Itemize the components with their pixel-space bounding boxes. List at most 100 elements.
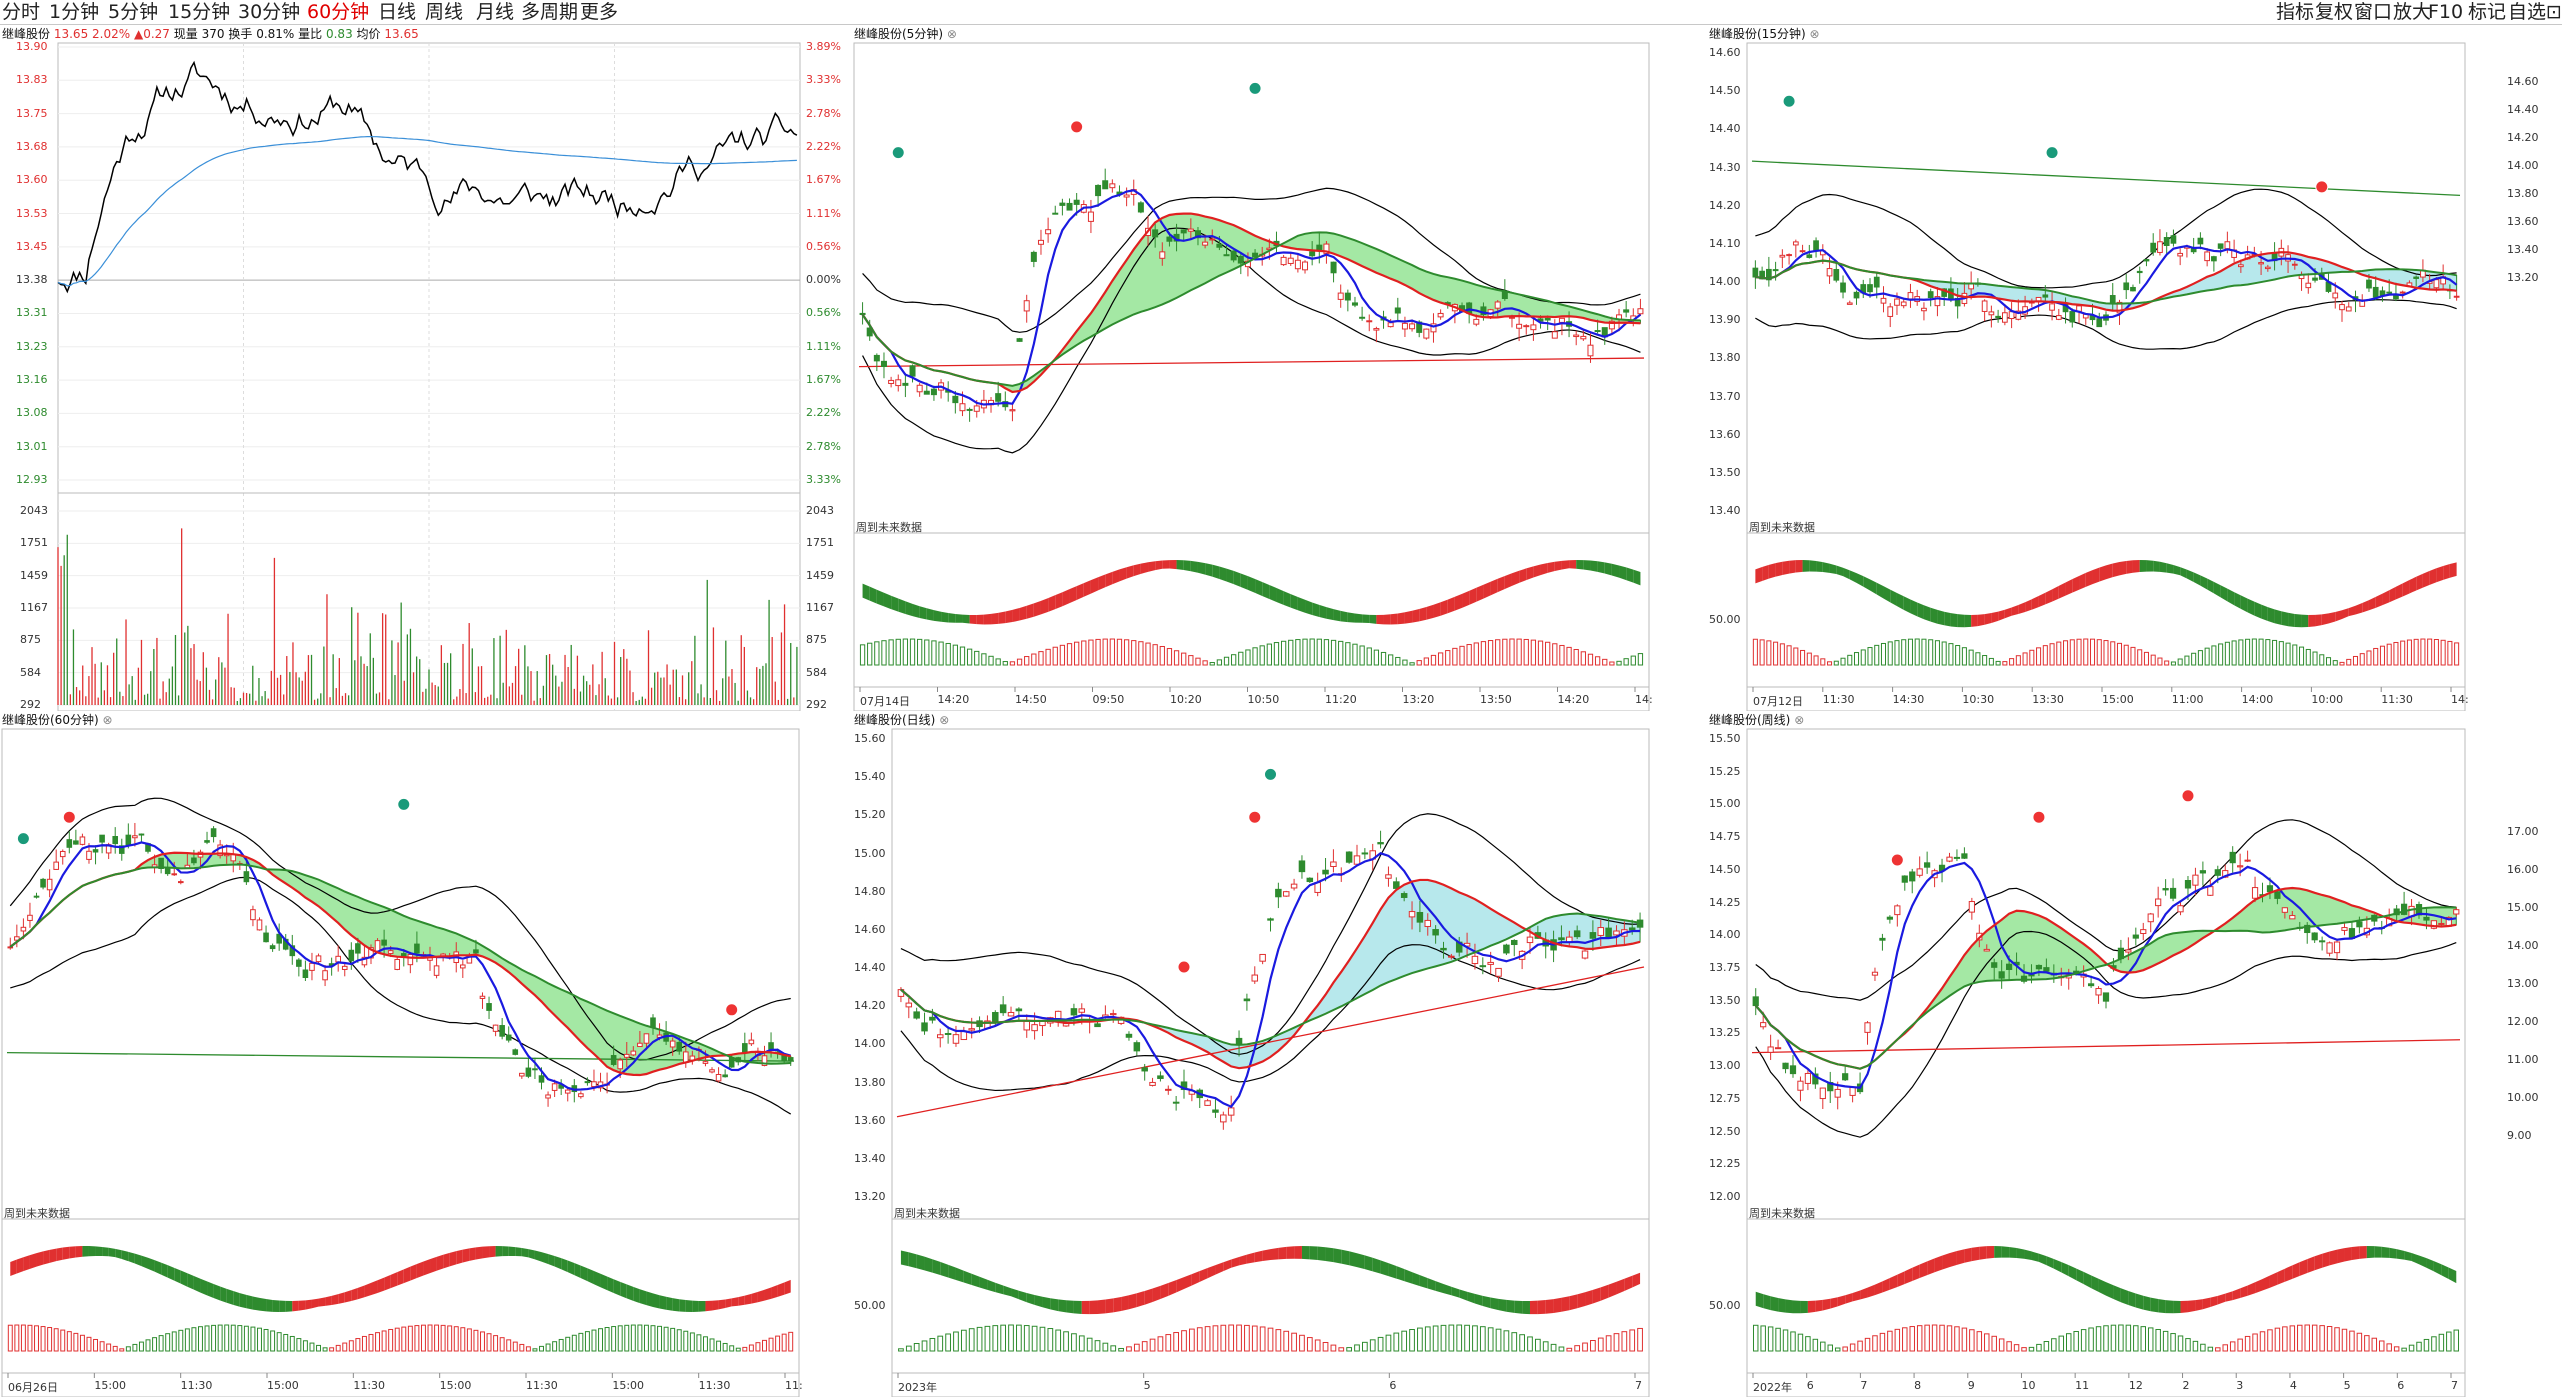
intraday-chart-panel[interactable]: 继峰股份 13.65 2.02% ▲0.27 现量 370 换手 0.81% 量…	[0, 25, 852, 711]
oscillator-ribbon	[1529, 1300, 1538, 1315]
histogram-bar	[1542, 1341, 1549, 1352]
histogram-bar	[1849, 1343, 1856, 1352]
toolbar-button[interactable]: 标记	[2468, 1, 2507, 23]
oscillator-ribbon	[1802, 560, 1810, 572]
histogram-bar	[106, 1343, 112, 1352]
histogram-bar	[1630, 655, 1636, 666]
close-icon[interactable]: ⊗	[1805, 27, 1820, 41]
candle	[1393, 881, 1400, 889]
oscillator-ribbon	[1547, 561, 1555, 573]
oscillator-ribbon	[377, 1277, 385, 1293]
histogram-bar	[1550, 1343, 1557, 1352]
close-icon[interactable]: ⊗	[1790, 713, 1805, 727]
right-price-axis: 14.60 14.40 14.20 14.00 13.80 13.60 13.40 13.20…	[2505, 25, 2562, 1397]
candle	[2177, 905, 2184, 913]
candle	[1309, 251, 1316, 257]
histogram-bar	[1181, 652, 1187, 666]
oscillator-ribbon	[1876, 582, 1884, 599]
toolbar-button[interactable]: 自选	[2508, 1, 2547, 23]
period-tab[interactable]: 15分钟	[168, 1, 231, 23]
price-tick: 13.40	[1709, 504, 1741, 517]
candle	[132, 835, 138, 839]
histogram-bar	[1602, 658, 1608, 666]
candle	[973, 405, 980, 412]
period-tab[interactable]: 分时	[2, 1, 41, 23]
close-icon[interactable]: ⊗	[98, 713, 113, 727]
oscillator-ribbon	[2079, 572, 2086, 590]
candle	[479, 995, 486, 999]
kline-panel-5min[interactable]: 继峰股份(5分钟) ⊗ 周到未来数据 07月14日 14:20 14:50 09:50 10…	[852, 25, 1653, 711]
candle	[1437, 312, 1444, 318]
histogram-bar	[1074, 641, 1080, 666]
oscillator-ribbon	[2433, 1261, 2442, 1276]
right-axis-tick: 13.80	[2507, 187, 2539, 200]
candle	[1440, 947, 1447, 951]
candle	[545, 1094, 551, 1099]
histogram-bar	[663, 1326, 669, 1352]
histogram-bar	[506, 1339, 512, 1352]
toolbar-button[interactable]: 放大	[2393, 1, 2432, 23]
histogram-bar	[2177, 658, 2183, 666]
period-tab[interactable]: 5分钟	[108, 1, 159, 23]
candle	[2423, 916, 2430, 921]
oscillator-ribbon	[955, 1267, 964, 1283]
close-icon[interactable]: ⊗	[943, 27, 957, 41]
histogram-bar	[1145, 642, 1151, 666]
period-tab[interactable]: 日线	[378, 1, 417, 23]
toolbar-button[interactable]: 指标	[2276, 1, 2315, 23]
period-tab[interactable]: 月线	[476, 1, 515, 23]
period-tab[interactable]: 周线	[425, 1, 464, 23]
histogram-bar	[755, 1342, 761, 1352]
histogram-bar	[2251, 638, 2257, 666]
candle	[505, 1034, 512, 1041]
histogram-bar	[1141, 1341, 1148, 1352]
oscillator-ribbon	[515, 1247, 522, 1257]
histogram-bar	[1527, 1336, 1533, 1352]
candle	[2136, 270, 2143, 274]
close-icon[interactable]: ⊗	[935, 713, 950, 727]
toolbar-button[interactable]: F10	[2428, 1, 2464, 23]
oscillator-ribbon	[2025, 599, 2032, 612]
candle	[1998, 971, 2005, 979]
price-tick: 14.20	[1709, 198, 1741, 212]
period-tab[interactable]: 30分钟	[238, 1, 301, 23]
oscillator-ribbon	[370, 1280, 378, 1296]
candle	[66, 839, 73, 848]
histogram-bar	[650, 1325, 656, 1352]
oscillator-ribbon	[102, 1246, 109, 1257]
period-tab[interactable]: 1分钟	[49, 1, 100, 23]
histogram-bar	[1874, 644, 1880, 666]
oscillator-ribbon	[1506, 1299, 1515, 1313]
oscillator-ribbon	[771, 1285, 778, 1299]
toolbar-button[interactable]: ⊡	[2546, 1, 2562, 23]
period-tab[interactable]: 多周期	[521, 1, 579, 23]
histogram-bar	[1231, 654, 1237, 666]
histogram-bar	[1202, 660, 1208, 666]
kline-panel-15min[interactable]: 继峰股份(15分钟) ⊗ 14.60 14.50 14.40 14.30 14.20 14.…	[1707, 25, 2469, 711]
histogram-bar	[2400, 640, 2406, 666]
period-tab[interactable]: 更多	[580, 1, 619, 23]
kline-panel-weekly[interactable]: 继峰股份(周线) ⊗ 15.50 15.25 15.00 14.75 14.50 14.25…	[1707, 711, 2469, 1397]
kline-panel-60min[interactable]: 继峰股份(60分钟) ⊗ 周到未来数据 06月26日 15:00 11:30 15:00 1…	[0, 711, 803, 1397]
oscillator-ribbon	[1055, 592, 1063, 610]
oscillator-ribbon	[1369, 614, 1377, 624]
histogram-bar	[1102, 1342, 1109, 1352]
candle	[715, 1073, 722, 1082]
histogram-bar	[2305, 648, 2311, 666]
candle	[99, 834, 105, 843]
oscillator-ribbon	[482, 1246, 490, 1259]
histogram-bar	[1330, 639, 1337, 666]
oscillator-ribbon	[2119, 560, 2127, 576]
histogram-bar	[2076, 638, 2082, 666]
oscillator-ribbon	[2344, 1246, 2352, 1262]
toolbar-button[interactable]: 复权	[2315, 1, 2354, 23]
kline-panel-daily[interactable]: 继峰股份(日线) ⊗ 15.60 15.40 15.20 15.00 14.80 14.60…	[852, 711, 1653, 1397]
oscillator-ribbon	[2092, 567, 2100, 585]
oscillator-ribbon	[1247, 576, 1256, 593]
toolbar-button[interactable]: 窗口	[2354, 1, 2393, 23]
oscillator-ribbon	[1632, 1272, 1641, 1288]
period-tab[interactable]: 60分钟	[307, 1, 370, 23]
price-tick: 14.00	[1709, 928, 1741, 942]
oscillator-ribbon	[2335, 610, 2342, 622]
oscillator-ribbon	[2429, 568, 2437, 585]
